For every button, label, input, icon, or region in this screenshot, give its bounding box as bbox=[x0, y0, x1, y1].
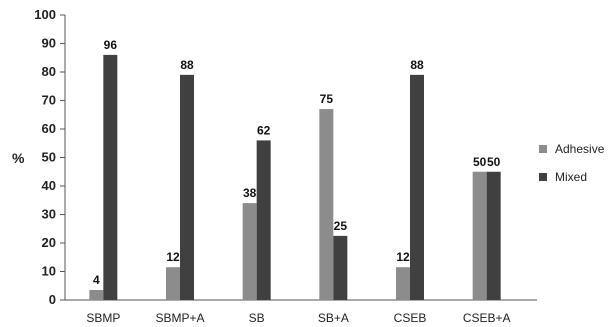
y-tick-label: 60 bbox=[42, 121, 56, 136]
bar-adhesive bbox=[396, 267, 410, 300]
y-tick-label: 20 bbox=[42, 235, 56, 250]
x-tick-label: CSEB bbox=[394, 311, 427, 325]
data-label: 12 bbox=[396, 250, 410, 264]
data-label: 4 bbox=[93, 273, 100, 287]
y-tick-label: 70 bbox=[42, 93, 56, 108]
x-axis-categories: SBMP SBMP+A SB SB+A CSEB CSEB+A bbox=[86, 311, 510, 325]
y-axis-label: % bbox=[12, 150, 25, 166]
data-label: 50 bbox=[473, 155, 487, 169]
legend-label-adhesive: Adhesive bbox=[555, 142, 605, 156]
x-tick-label: SB bbox=[249, 311, 265, 325]
data-labels: 4 96 12 88 38 62 75 25 12 88 50 50 bbox=[93, 38, 501, 287]
x-tick-label: CSEB+A bbox=[463, 311, 511, 325]
data-label: 88 bbox=[180, 58, 194, 72]
y-tick-label: 50 bbox=[42, 150, 56, 165]
legend-label-mixed: Mixed bbox=[555, 170, 587, 184]
bar-mixed bbox=[333, 235, 348, 300]
data-label: 62 bbox=[257, 123, 271, 137]
x-tick-label: SB+A bbox=[318, 311, 349, 325]
data-label: 75 bbox=[320, 92, 334, 106]
legend-swatch-adhesive bbox=[539, 145, 547, 153]
data-label: 50 bbox=[487, 155, 501, 169]
y-tick-label: 40 bbox=[42, 178, 56, 193]
y-axis-ticks: 0 10 20 30 40 50 60 70 80 90 100 bbox=[34, 7, 65, 307]
bar-mixed bbox=[103, 54, 118, 301]
bar-mixed bbox=[256, 140, 271, 300]
data-label: 12 bbox=[166, 250, 180, 264]
bar-adhesive bbox=[319, 109, 334, 300]
bar-adhesive bbox=[166, 267, 180, 300]
bar-adhesive bbox=[89, 290, 104, 300]
bar-mixed bbox=[180, 74, 194, 300]
bar-adhesive bbox=[472, 171, 487, 300]
y-tick-label: 100 bbox=[34, 7, 56, 22]
y-tick-label: 10 bbox=[42, 264, 56, 279]
bar-adhesive bbox=[242, 203, 257, 300]
x-tick-label: SBMP bbox=[86, 311, 120, 325]
y-tick-label: 30 bbox=[42, 207, 56, 222]
legend: Adhesive Mixed bbox=[539, 142, 605, 184]
data-label: 96 bbox=[104, 38, 118, 52]
x-tick-label: SBMP+A bbox=[155, 311, 204, 325]
chart-axes bbox=[64, 15, 537, 301]
data-label: 88 bbox=[410, 58, 424, 72]
data-label: 38 bbox=[243, 186, 257, 200]
bar-mixed bbox=[486, 171, 501, 300]
data-label: 25 bbox=[334, 219, 348, 233]
chart-bars bbox=[89, 54, 501, 301]
legend-swatch-mixed bbox=[539, 173, 547, 181]
y-tick-label: 0 bbox=[49, 292, 56, 307]
bar-mixed bbox=[410, 74, 424, 300]
y-tick-label: 80 bbox=[42, 64, 56, 79]
y-tick-label: 90 bbox=[42, 36, 56, 51]
